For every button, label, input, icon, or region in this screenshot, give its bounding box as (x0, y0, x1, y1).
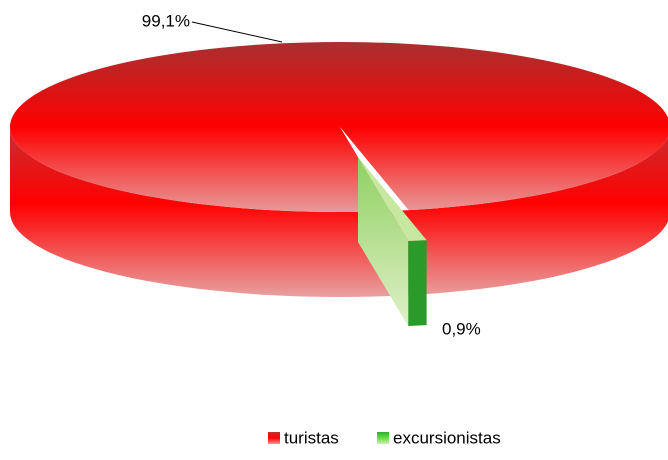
data-label: 0,9% (442, 319, 481, 338)
slice-face (358, 157, 409, 327)
slice (10, 41, 668, 212)
slice (358, 157, 427, 242)
pie (10, 41, 668, 327)
legend-label: turistas (284, 428, 339, 447)
legend-swatch (268, 432, 280, 444)
data-label: 99,1% (142, 11, 190, 30)
leader-line (191, 21, 283, 43)
legend: turistas excursionistas (268, 428, 501, 447)
slice-face (408, 240, 427, 327)
legend-swatch (377, 432, 389, 444)
slice-side (10, 127, 668, 297)
legend-label: excursionistas (393, 428, 501, 447)
